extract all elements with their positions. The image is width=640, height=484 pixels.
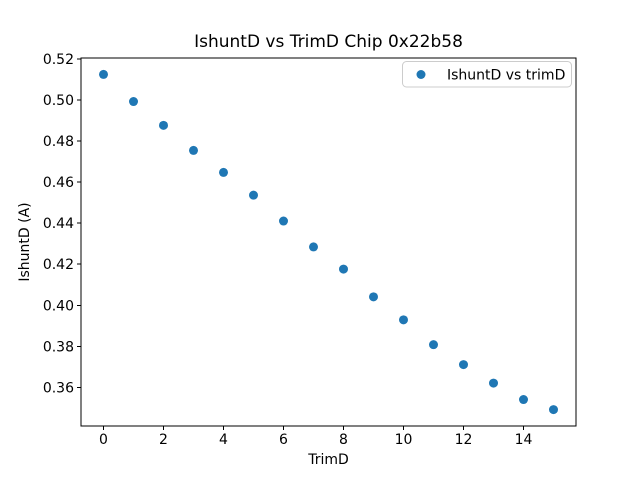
data-point: [249, 190, 258, 200]
x-tick-label: 8: [339, 432, 348, 448]
legend-marker-icon: [416, 70, 426, 79]
data-point: [519, 395, 528, 405]
data-point: [99, 69, 108, 79]
data-point: [369, 292, 378, 302]
y-tick-label: 0.46: [43, 175, 74, 191]
data-point: [159, 120, 168, 130]
data-point: [219, 167, 228, 177]
x-tick-label: 10: [395, 432, 413, 448]
y-tick-label: 0.38: [43, 339, 74, 355]
x-tick-label: 6: [279, 432, 288, 448]
x-tick-label: 4: [219, 432, 228, 448]
legend-frame: [402, 61, 572, 88]
data-point: [429, 340, 438, 350]
y-tick-label: 0.40: [43, 298, 74, 314]
data-point: [339, 264, 348, 274]
y-tick-label: 0.50: [43, 93, 74, 109]
data-point: [459, 360, 468, 370]
y-axis-label: IshuntD (A): [17, 202, 33, 281]
data-points: [99, 69, 558, 415]
plot-area: [80, 57, 577, 427]
data-point: [549, 405, 558, 415]
x-tick-label: 2: [159, 432, 168, 448]
data-point: [279, 216, 288, 226]
y-tick-label: 0.42: [43, 257, 74, 273]
y-tick-label: 0.48: [43, 134, 74, 150]
legend: IshuntD vs trimD: [402, 61, 572, 88]
y-tick-label: 0.44: [43, 216, 74, 232]
y-tick-label: 0.36: [43, 380, 74, 396]
data-point: [309, 242, 318, 252]
x-axis-ticks: 0 2 4 6 8 10 12 14: [99, 426, 532, 448]
data-point: [189, 145, 198, 155]
chart-title: IshuntD vs TrimD Chip 0x22b58: [194, 32, 463, 52]
y-tick-label: 0.52: [43, 52, 74, 68]
x-tick-label: 0: [99, 432, 108, 448]
y-axis-ticks: 0.36 0.38 0.40 0.42 0.44 0.46 0.48 0.50 0.52: [43, 52, 81, 396]
x-tick-label: 12: [455, 432, 473, 448]
legend-label: IshuntD vs trimD: [447, 68, 565, 84]
data-point: [399, 315, 408, 325]
data-point: [129, 97, 138, 107]
data-point: [489, 378, 498, 388]
x-tick-label: 14: [515, 432, 533, 448]
x-axis-label: TrimD: [307, 452, 349, 468]
